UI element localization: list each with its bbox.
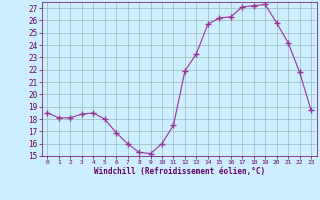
X-axis label: Windchill (Refroidissement éolien,°C): Windchill (Refroidissement éolien,°C) [94, 167, 265, 176]
